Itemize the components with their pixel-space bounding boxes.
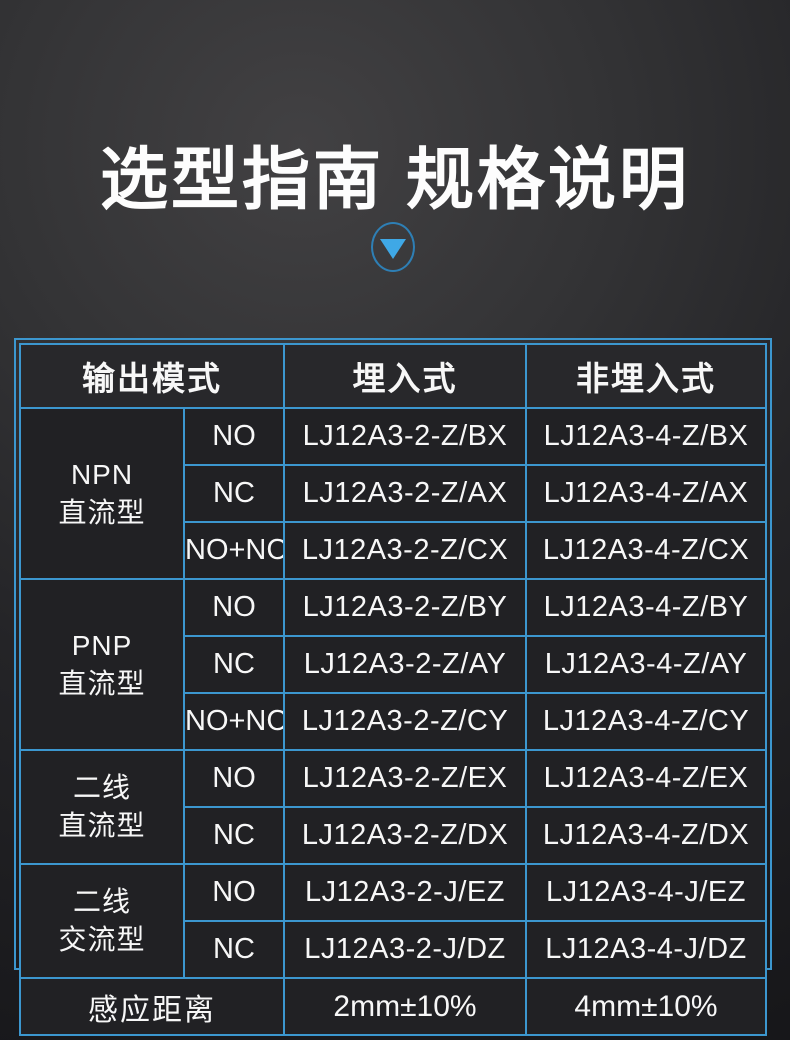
table-row: 二线 交流型 NO LJ12A3-2-J/EZ LJ12A3-4-J/EZ — [19, 863, 767, 979]
table-row: NC LJ12A3-2-Z/AX LJ12A3-4-Z/AX — [20, 464, 767, 523]
table-row: NO+NC LJ12A3-2-Z/CY LJ12A3-4-Z/CY — [20, 692, 767, 751]
group-label-two-wire-dc: 二线 直流型 — [19, 749, 185, 865]
group-label-line: 二线 — [72, 772, 131, 804]
col-header-flush: 埋入式 — [283, 343, 527, 409]
footer-row: 感应距离 2mm±10% 4mm±10% — [19, 977, 767, 1036]
mode-cell: NO+NC — [183, 521, 285, 580]
group-label-line: 二线 — [72, 886, 131, 918]
group-label-pnp-dc: PNP 直流型 — [19, 578, 185, 751]
scroll-down-icon — [371, 222, 415, 272]
model-cell-non-flush: LJ12A3-4-Z/DX — [525, 806, 767, 865]
model-cell-flush: LJ12A3-2-J/EZ — [283, 863, 527, 922]
header-row: 输出模式 埋入式 非埋入式 — [19, 343, 767, 409]
model-cell-flush: LJ12A3-2-Z/CY — [283, 692, 527, 751]
group-label-line: 交流型 — [58, 924, 146, 955]
model-cell-non-flush: LJ12A3-4-Z/AY — [525, 635, 767, 694]
mode-cell: NC — [183, 464, 285, 523]
mode-cell: NO — [183, 407, 285, 466]
group-label-line: NPN — [70, 458, 134, 490]
model-selection-table: 输出模式 埋入式 非埋入式 NPN 直流型 NO LJ12A3-2-Z/BX L… — [19, 343, 767, 1036]
model-cell-non-flush: LJ12A3-4-Z/BY — [525, 578, 767, 637]
table-row: NC LJ12A3-2-Z/DX LJ12A3-4-Z/DX — [20, 806, 767, 865]
model-cell-flush: LJ12A3-2-Z/CX — [283, 521, 527, 580]
table-row: NC LJ12A3-2-Z/AY LJ12A3-4-Z/AY — [20, 635, 767, 694]
mode-cell: NO — [183, 863, 285, 922]
mode-cell: NC — [183, 806, 285, 865]
group-label-line: 直流型 — [58, 810, 146, 841]
model-cell-non-flush: LJ12A3-4-Z/EX — [525, 749, 767, 808]
mode-cell: NC — [183, 635, 285, 694]
triangle-down-icon — [380, 239, 406, 259]
sensing-distance-label: 感应距离 — [19, 977, 285, 1036]
table-row: NC LJ12A3-2-J/DZ LJ12A3-4-J/DZ — [20, 920, 767, 979]
table-row: NO+NC LJ12A3-2-Z/CX LJ12A3-4-Z/CX — [20, 521, 767, 580]
mode-cell: NO+NC — [183, 692, 285, 751]
table-row: 二线 直流型 NO LJ12A3-2-Z/EX LJ12A3-4-Z/EX — [19, 749, 767, 865]
sensing-distance-flush: 2mm±10% — [283, 977, 527, 1036]
model-cell-flush: LJ12A3-2-Z/BY — [283, 578, 527, 637]
col-header-output-mode: 输出模式 — [19, 343, 285, 409]
model-cell-non-flush: LJ12A3-4-Z/CX — [525, 521, 767, 580]
model-cell-flush: LJ12A3-2-Z/BX — [283, 407, 527, 466]
mode-cell: NO — [183, 578, 285, 637]
table-row: NPN 直流型 NO LJ12A3-2-Z/BX LJ12A3-4-Z/BX — [19, 407, 767, 580]
model-cell-non-flush: LJ12A3-4-Z/BX — [525, 407, 767, 466]
mode-cell: NO — [183, 749, 285, 808]
group-label-line: PNP — [71, 629, 133, 661]
spec-table: 输出模式 埋入式 非埋入式 NPN 直流型 NO LJ12A3-2-Z/BX L… — [14, 338, 772, 1036]
sensing-distance-non-flush: 4mm±10% — [525, 977, 767, 1036]
table-row: PNP 直流型 NO LJ12A3-2-Z/BY LJ12A3-4-Z/BY — [19, 578, 767, 751]
model-cell-non-flush: LJ12A3-4-J/DZ — [525, 920, 767, 979]
page-title: 选型指南 规格说明 — [100, 142, 690, 218]
model-cell-non-flush: LJ12A3-4-J/EZ — [525, 863, 767, 922]
model-cell-flush: LJ12A3-2-J/DZ — [283, 920, 527, 979]
model-cell-flush: LJ12A3-2-Z/DX — [283, 806, 527, 865]
col-header-non-flush: 非埋入式 — [525, 343, 767, 409]
model-cell-non-flush: LJ12A3-4-Z/AX — [525, 464, 767, 523]
mode-cell: NC — [183, 920, 285, 979]
model-cell-non-flush: LJ12A3-4-Z/CY — [525, 692, 767, 751]
group-label-npn-dc: NPN 直流型 — [19, 407, 185, 580]
group-label-line: 直流型 — [58, 496, 146, 528]
model-cell-flush: LJ12A3-2-Z/AX — [283, 464, 527, 523]
model-cell-flush: LJ12A3-2-Z/AY — [283, 635, 527, 694]
model-cell-flush: LJ12A3-2-Z/EX — [283, 749, 527, 808]
group-label-line: 直流型 — [58, 667, 146, 699]
group-label-two-wire-ac: 二线 交流型 — [19, 863, 185, 979]
